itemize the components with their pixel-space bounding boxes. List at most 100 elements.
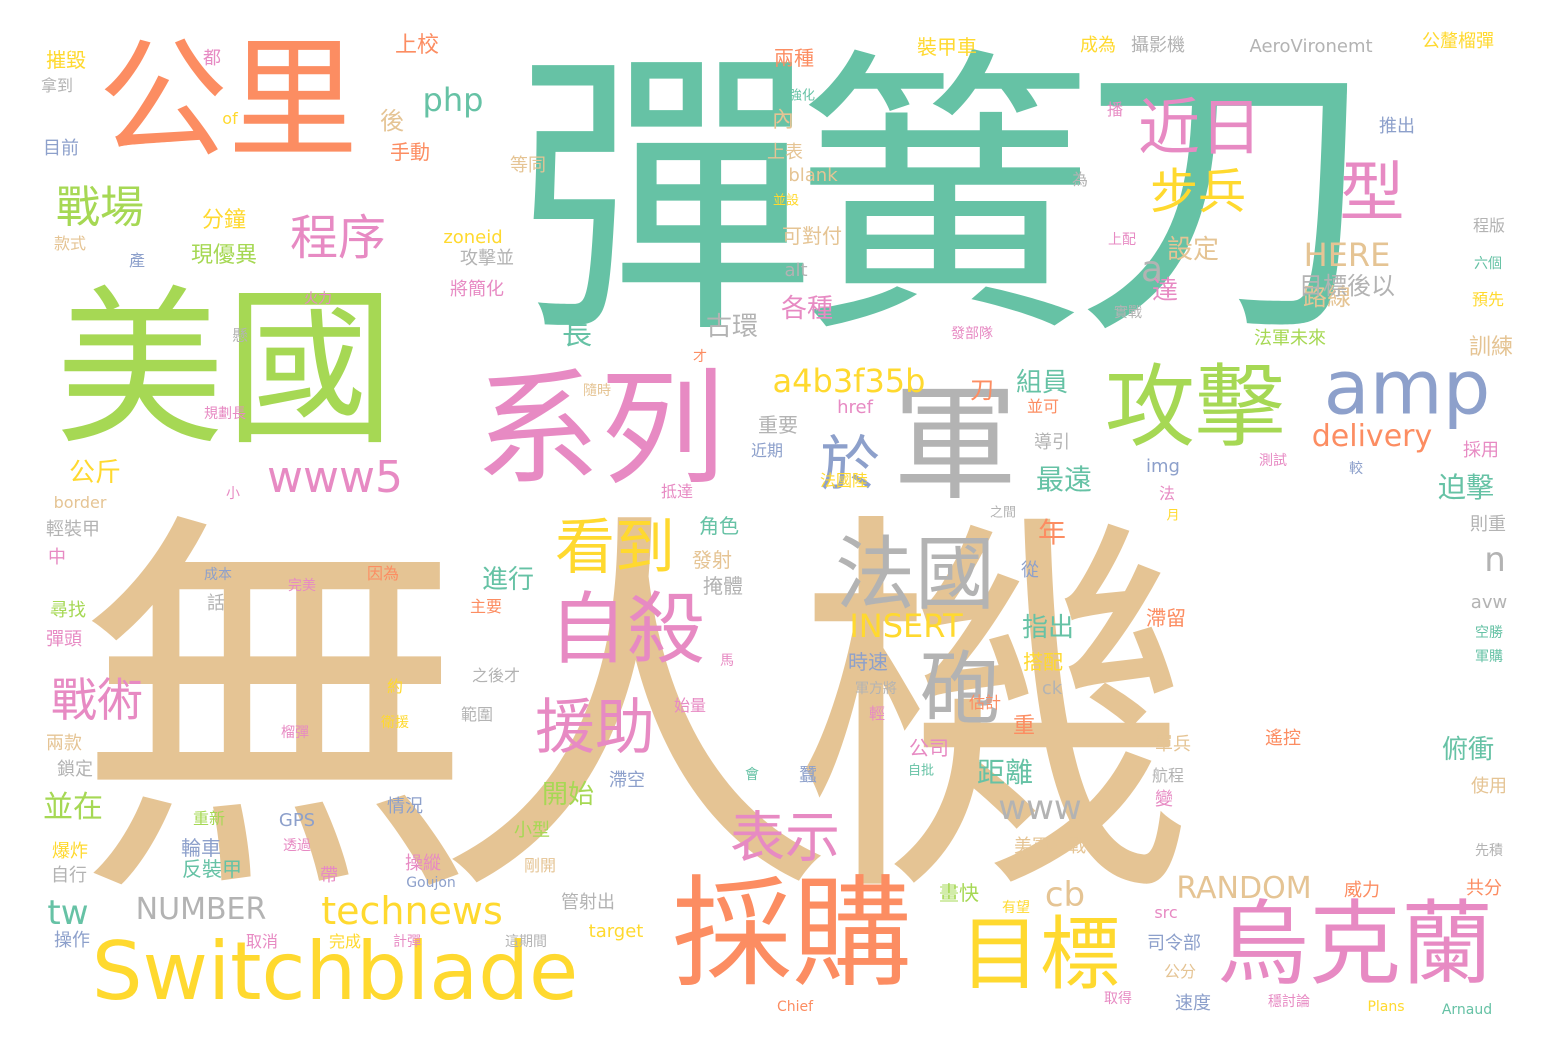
word: www — [998, 788, 1082, 828]
word: 抵達 — [660, 482, 694, 501]
word: 預先 — [1471, 290, 1505, 309]
word: 火力 — [304, 291, 332, 307]
word: border — [53, 493, 107, 512]
word: 帶 — [320, 865, 338, 886]
word: 兩款 — [46, 733, 82, 754]
word: 年 — [1037, 516, 1067, 549]
word: n — [1484, 540, 1506, 580]
word: 之後才 — [471, 666, 521, 685]
word: 上校 — [394, 33, 440, 58]
word: 內 — [771, 108, 795, 133]
word: 烏克蘭 — [1216, 891, 1494, 998]
word: a4b3f35b — [772, 362, 926, 400]
word: 管射出 — [561, 892, 615, 913]
word: 中 — [48, 547, 66, 568]
word: 馬 — [720, 653, 734, 669]
word: 採用 — [1463, 440, 1499, 461]
word: 計彈 — [393, 934, 421, 950]
word: 變 — [1155, 789, 1173, 810]
word: 都 — [203, 48, 221, 69]
word: 自殺 — [548, 585, 706, 675]
word: 戰場 — [56, 182, 144, 233]
word: php — [422, 81, 484, 119]
word: img — [1146, 456, 1180, 477]
word: 攻擊 — [1105, 355, 1285, 460]
word: 單兵 — [1155, 734, 1191, 755]
word: 速度 — [1175, 993, 1211, 1014]
word: 攝影機 — [1131, 35, 1185, 56]
word: 會 — [745, 767, 759, 783]
word: 看到 — [555, 513, 675, 583]
word: 並在 — [43, 790, 103, 825]
word: 完成 — [328, 932, 362, 951]
word: 發部隊 — [951, 326, 993, 342]
word: 重新 — [192, 809, 226, 828]
word: 達 — [1151, 276, 1179, 306]
word: blank — [788, 165, 838, 186]
word: 目前 — [43, 138, 79, 159]
word: 軍方將 — [855, 681, 897, 697]
word: 型 — [1339, 155, 1405, 231]
word: 透過 — [283, 838, 311, 854]
word: 程序 — [289, 210, 387, 266]
word: 法軍未來 — [1254, 328, 1326, 349]
word: 戰術 — [51, 673, 143, 727]
word: 迫擊 — [1437, 471, 1495, 504]
word: a — [1140, 249, 1164, 290]
word: 這期間 — [505, 934, 547, 950]
word: 爆炸 — [52, 841, 88, 862]
word: 美軍特戰 — [1014, 836, 1086, 857]
word: 剛開 — [523, 856, 557, 875]
word: 手動 — [390, 140, 430, 164]
word: 軍 — [892, 372, 1018, 518]
word: 公分 — [1163, 962, 1197, 981]
word: 拿到 — [40, 76, 74, 95]
word: 穩討論 — [1268, 994, 1310, 1010]
word: 上配 — [1108, 232, 1136, 248]
word: 等同 — [510, 155, 546, 176]
word: 月 — [1166, 508, 1180, 524]
word: delivery — [1311, 419, 1433, 454]
word: 刀 — [970, 376, 994, 404]
word: 後 — [380, 107, 404, 135]
word: 近期 — [750, 441, 784, 460]
word: 美國 — [54, 271, 396, 469]
word: 彈頭 — [46, 629, 82, 650]
word: Goujon — [406, 875, 456, 891]
word: 操作 — [54, 930, 90, 951]
word: 有望 — [1002, 900, 1030, 916]
word: 範圍 — [460, 705, 494, 724]
word: alt — [784, 260, 808, 281]
word: 開始 — [541, 780, 595, 810]
word: 重 — [1012, 714, 1036, 739]
word: 規劃長 — [204, 406, 246, 422]
word: 懸 — [231, 326, 249, 345]
word: 古環 — [705, 312, 759, 342]
word: 各種 — [780, 294, 834, 324]
word: 進行 — [481, 565, 535, 595]
word: 因為 — [366, 564, 400, 583]
word: 滯留 — [1146, 606, 1186, 630]
word: 產 — [128, 251, 146, 270]
word: 隨時 — [583, 383, 611, 399]
word: 系列 — [475, 357, 725, 503]
word: 自批 — [907, 763, 935, 779]
word: tw — [47, 893, 89, 933]
word: AeroVironemt — [1249, 36, 1373, 57]
word: 鎖定 — [57, 759, 93, 780]
word: 分鐘 — [201, 208, 247, 233]
word: HERE — [1303, 236, 1391, 274]
word: 六個 — [1474, 256, 1502, 272]
word: 滯空 — [609, 770, 645, 791]
word: 始量 — [673, 696, 707, 715]
word: technews — [321, 889, 503, 933]
word: 砲 — [920, 643, 1000, 736]
word: GPS — [278, 810, 316, 831]
word: 近日 — [1137, 91, 1263, 164]
word: 尋找 — [50, 600, 86, 621]
word: 於 — [820, 430, 880, 500]
word: 重要 — [758, 413, 798, 437]
word: 約 — [386, 677, 404, 696]
word: 完美 — [288, 578, 316, 594]
word: Arnaud — [1441, 1002, 1493, 1018]
